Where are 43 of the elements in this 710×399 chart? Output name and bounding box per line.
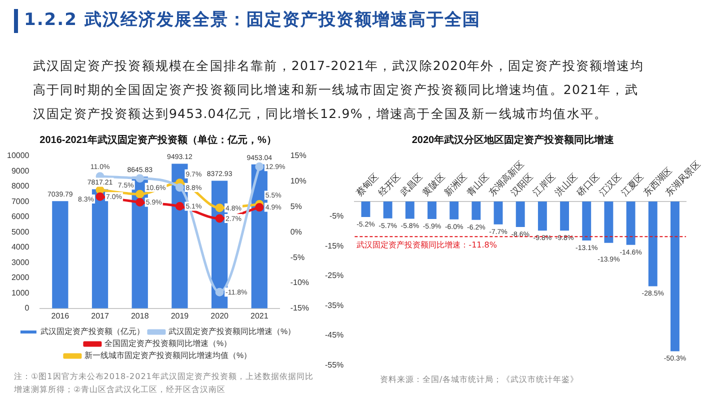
legend-label: 新一线城市固定资产投资额同比增速均值（%） — [84, 351, 252, 360]
x-tick-label: 2017 — [91, 311, 110, 320]
text: 注：①图1因官方未公布2018-2021年武汉固定资产投资额，上述数据依据同比增速测算所得；②青山区含武汉化工区，经开区含汉南区 — [14, 371, 314, 396]
x-tick-label: 2021 — [250, 311, 269, 320]
x-tick-label: 2020 — [210, 311, 230, 320]
y2-tick-label: 15% — [290, 151, 306, 160]
legend-label: 全国固定资产投资额同比增速（%） — [104, 339, 232, 348]
y-tick-label: 2000 — [11, 273, 30, 282]
text: 资料来源：全国/各城市统计局；《武汉市统计年鉴》 — [380, 374, 580, 386]
y-tick-label: 7000 — [11, 196, 30, 206]
y-tick-label: -15% — [324, 241, 344, 250]
chart-title: 2020年武汉分区地区固定资产投资额同比增速 — [412, 134, 616, 146]
y-tick-label: 1000 — [11, 288, 30, 298]
y-tick-label: 10000 — [6, 151, 30, 160]
text: 高于同时期的全国固定资产投资额同比增速和新一线城市固定资产投资额同比增速均值。2021年，武 — [33, 82, 638, 99]
ref-line-label: 武汉固定资产投资额同比增速：-11.8% — [356, 240, 498, 250]
y2-tick-label: -5% — [290, 252, 305, 262]
y-tick-label: 4000 — [11, 242, 30, 252]
x-tick-label: 2016 — [51, 311, 70, 320]
y-tick-label: -55% — [324, 360, 344, 370]
y-tick-label: 3000 — [11, 258, 30, 267]
y-tick-label: 6000 — [11, 212, 30, 222]
y2-tick-label: 0% — [290, 227, 302, 236]
legend-label: 武汉固定资产投资额同比增速（%） — [168, 327, 296, 336]
y-tick-label: 9000 — [11, 166, 30, 176]
text: 武汉固定资产投资额规模在全国排名靠前，2017-2021年，武汉除2020年外，固定资产投资额增速均 — [33, 58, 644, 75]
y-tick-label: -5% — [329, 212, 344, 221]
y-tick-label: -35% — [324, 300, 344, 310]
chart-title: 2016-2021年武汉固定资产投资额（单位：亿元，%） — [40, 134, 276, 146]
y-tick-label: -45% — [324, 330, 344, 340]
y-tick-label: -25% — [324, 271, 344, 280]
text: 汉固定资产投资额达到9453.04亿元，同比增长12.9%，增速高于全国及新一线城市均值水平。 — [33, 106, 608, 123]
y-tick-label: 0 — [24, 304, 30, 313]
y2-tick-label: -10% — [290, 278, 310, 288]
y2-tick-label: 10% — [290, 176, 306, 186]
text: 1.2.2 武汉经济发展全景：固定资产投资额增速高于全国 — [24, 9, 480, 31]
y2-tick-label: -15% — [290, 304, 310, 313]
y2-tick-label: 5% — [290, 202, 302, 212]
x-tick-label: 2018 — [130, 311, 150, 320]
legend-label: 武汉固定资产投资额（亿元） — [40, 327, 144, 336]
y-tick-label: 8000 — [11, 182, 30, 191]
x-tick-label: 2019 — [170, 311, 190, 320]
y-tick-label: 5000 — [11, 227, 30, 236]
